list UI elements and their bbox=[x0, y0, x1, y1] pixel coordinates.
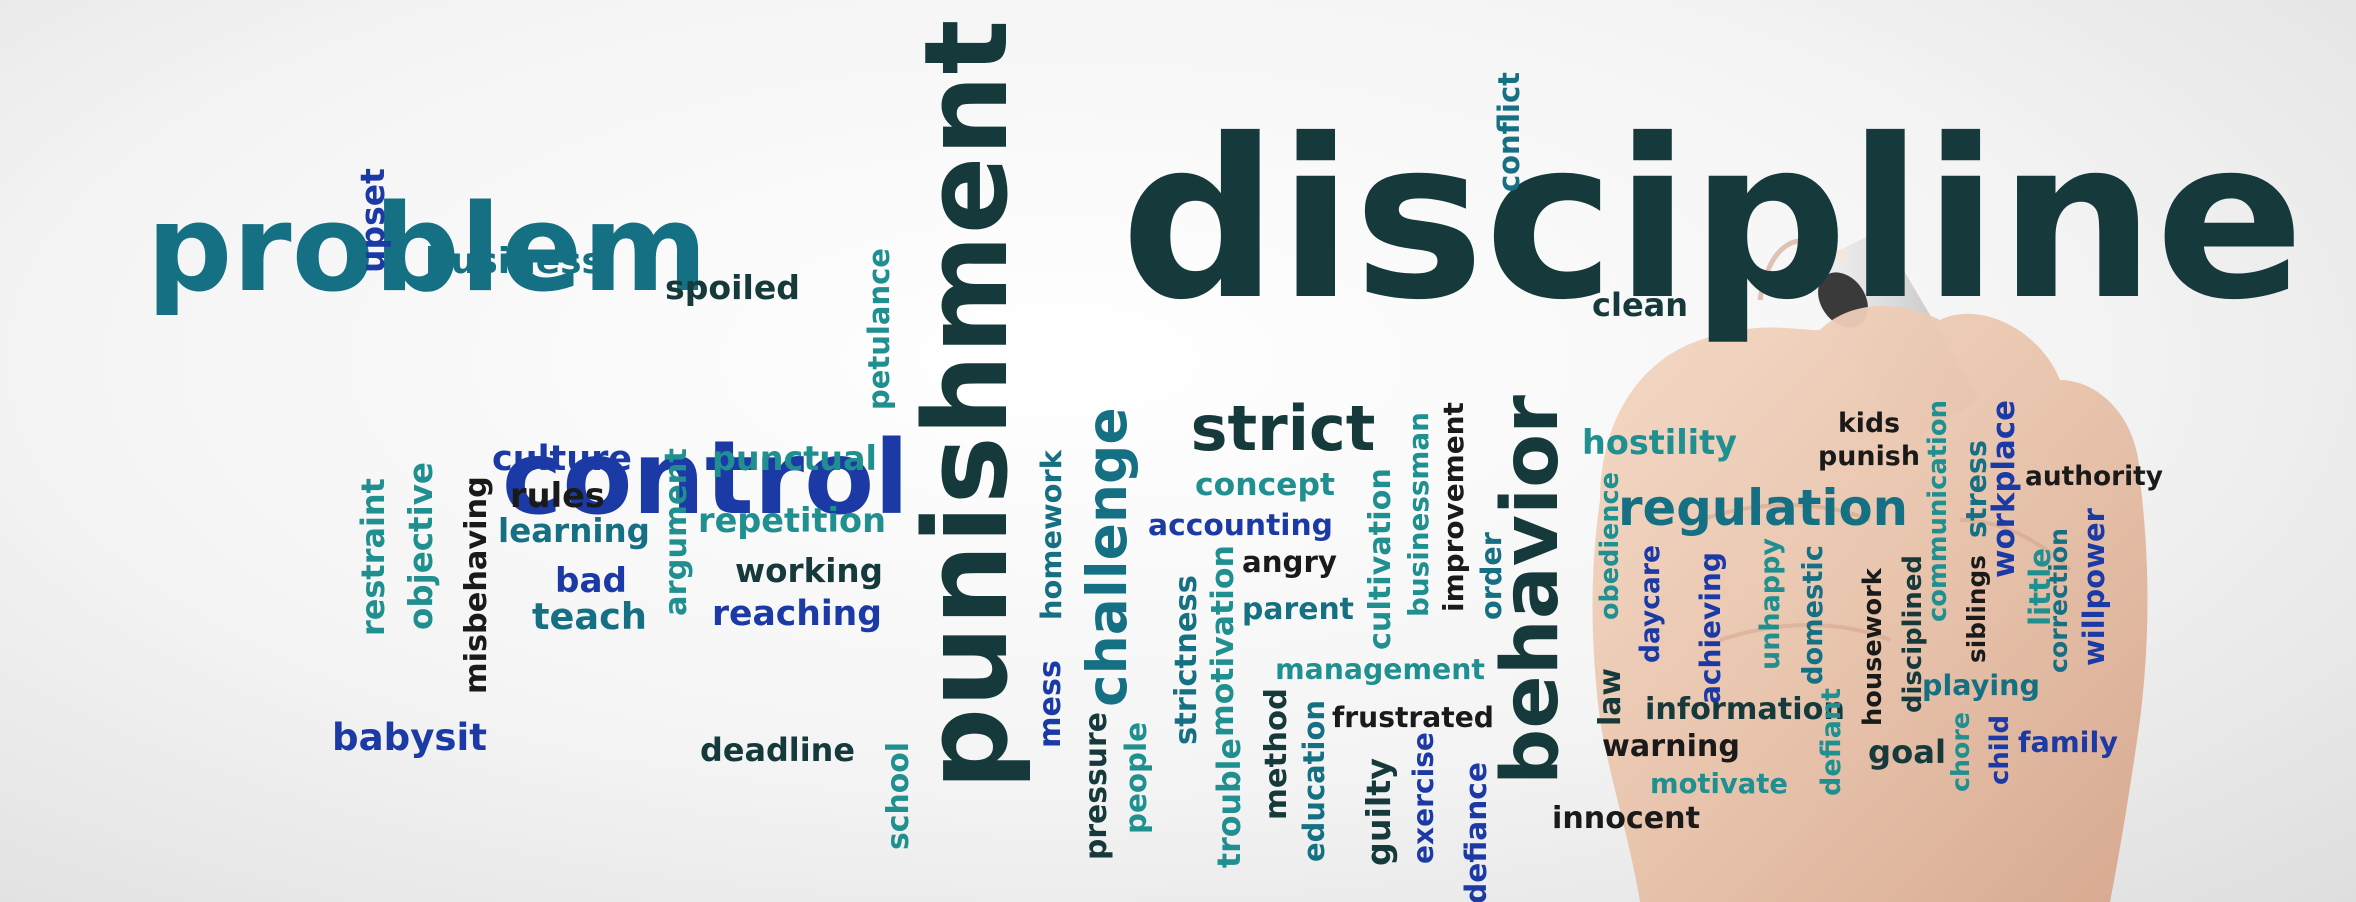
word-problem: problem bbox=[146, 180, 708, 319]
word-restraint: restraint bbox=[354, 478, 393, 636]
word-regulation: regulation bbox=[1618, 479, 1908, 538]
word-information: information bbox=[1645, 691, 1845, 727]
word-frustrated: frustrated bbox=[1332, 700, 1494, 734]
word-accounting: accounting bbox=[1148, 508, 1333, 544]
word-law: law bbox=[1593, 668, 1629, 726]
word-motivate: motivate bbox=[1650, 769, 1788, 801]
word-pressure: pressure bbox=[1079, 712, 1115, 860]
word-daycare: daycare bbox=[1634, 545, 1666, 663]
word-deadline: deadline bbox=[700, 731, 855, 770]
word-chore: chore bbox=[1946, 712, 1976, 792]
word-working: working bbox=[735, 551, 883, 590]
word-learning: learning bbox=[498, 511, 650, 550]
word-business: business bbox=[425, 241, 603, 282]
word-motivation: motivation bbox=[1205, 545, 1242, 737]
word-siblings: siblings bbox=[1961, 555, 1991, 663]
word-trouble: trouble bbox=[1212, 738, 1249, 868]
word-guilty: guilty bbox=[1359, 758, 1399, 866]
word-domestic: domestic bbox=[1798, 545, 1830, 685]
word-punctual: punctual bbox=[712, 439, 877, 479]
word-discipline: discipline bbox=[1120, 92, 2305, 348]
word-rules: rules bbox=[510, 476, 605, 516]
word-order: order bbox=[1473, 532, 1508, 620]
word-willpower: willpower bbox=[2076, 508, 2111, 666]
word-strictness: strictness bbox=[1168, 575, 1204, 745]
word-reaching: reaching bbox=[712, 593, 882, 634]
word-warning: warning bbox=[1602, 728, 1740, 764]
word-mess: mess bbox=[1032, 660, 1068, 748]
word-defiance: defiance bbox=[1459, 762, 1494, 902]
word-unhappy: unhappy bbox=[1754, 538, 1786, 670]
word-playing: playing bbox=[1922, 667, 2040, 702]
word-cultivation: cultivation bbox=[1362, 468, 1398, 650]
word-challenge: challenge bbox=[1075, 407, 1139, 708]
word-achieving: achieving bbox=[1693, 552, 1727, 704]
word-education: education bbox=[1296, 700, 1331, 862]
word-people: people bbox=[1119, 722, 1154, 834]
word-punishment: punishment bbox=[900, 19, 1034, 791]
word-clean: clean bbox=[1592, 286, 1688, 324]
word-homework: homework bbox=[1033, 450, 1068, 620]
word-petulance: petulance bbox=[861, 248, 896, 410]
word-authority: authority bbox=[2025, 461, 2163, 492]
word-communication: communication bbox=[1923, 400, 1954, 622]
word-improvement: improvement bbox=[1437, 402, 1471, 612]
word-spoiled: spoiled bbox=[665, 268, 800, 308]
word-conflict: conflict bbox=[1491, 72, 1526, 192]
word-businessman: businessman bbox=[1402, 412, 1436, 617]
word-kids: kids bbox=[1838, 407, 1900, 439]
word-misbehaving: misbehaving bbox=[458, 476, 494, 694]
word-family: family bbox=[2018, 724, 2118, 759]
word-control: control bbox=[501, 419, 910, 538]
word-exercise: exercise bbox=[1406, 732, 1440, 864]
word-hostility: hostility bbox=[1582, 423, 1737, 463]
word-concept: concept bbox=[1195, 467, 1335, 504]
word-obedience: obedience bbox=[1595, 472, 1626, 620]
word-housework: housework bbox=[1858, 568, 1889, 726]
word-innocent: innocent bbox=[1552, 800, 1700, 836]
word-upset: upset bbox=[353, 168, 393, 273]
word-goal: goal bbox=[1868, 732, 1946, 771]
word-repetition: repetition bbox=[698, 501, 886, 541]
word-parent: parent bbox=[1242, 592, 1354, 628]
word-method: method bbox=[1258, 688, 1294, 820]
word-child: child bbox=[1985, 715, 2016, 785]
word-management: management bbox=[1275, 652, 1485, 686]
word-argument: argument bbox=[658, 448, 694, 616]
word-strict: strict bbox=[1190, 392, 1376, 465]
word-defiant: defiant bbox=[1815, 688, 1847, 796]
word-babysit: babysit bbox=[332, 716, 487, 760]
word-correction: correction bbox=[2044, 528, 2074, 673]
word-school: school bbox=[881, 742, 917, 850]
word-bad: bad bbox=[555, 560, 627, 601]
word-workplace: workplace bbox=[1985, 400, 2022, 578]
word-culture: culture bbox=[492, 438, 632, 479]
word-objective: objective bbox=[401, 462, 440, 630]
word-teach: teach bbox=[532, 594, 647, 638]
word-angry: angry bbox=[1242, 545, 1337, 580]
word-punish: punish bbox=[1818, 440, 1920, 472]
